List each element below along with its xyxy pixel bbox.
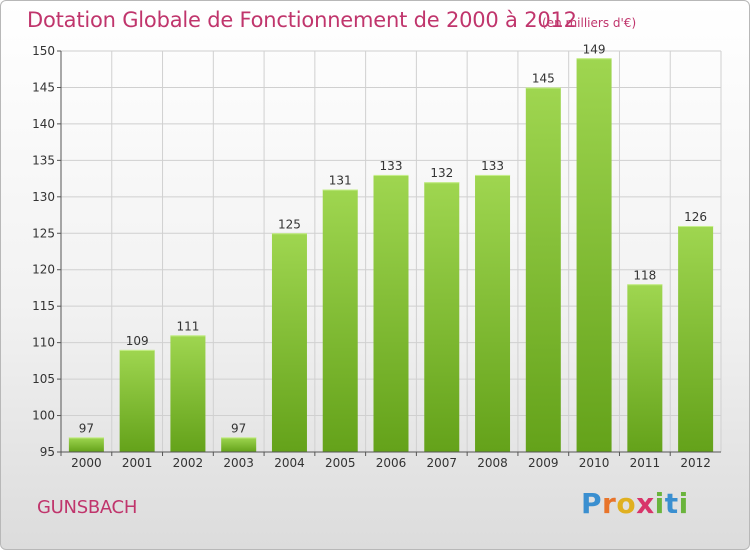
bar-2006 [373, 174, 409, 453]
bar-2008 [475, 174, 511, 453]
bar-2009 [525, 87, 561, 453]
y-tick-label: 105 [32, 372, 55, 386]
bar-2003 [221, 437, 257, 452]
y-tick-label: 125 [32, 226, 55, 240]
y-tick-label: 115 [32, 299, 55, 313]
x-tick-label: 2004 [274, 456, 305, 470]
data-label: 125 [278, 217, 301, 231]
x-tick-label: 2009 [528, 456, 559, 470]
x-tick-label: 2007 [426, 456, 457, 470]
x-tick-label: 2003 [223, 456, 254, 470]
city-name: GUNSBACH [37, 497, 138, 518]
data-label: 132 [430, 166, 453, 180]
x-tick-label: 2005 [325, 456, 356, 470]
data-label: 111 [176, 319, 199, 333]
bar-2005 [322, 189, 358, 452]
data-label: 118 [633, 268, 656, 282]
data-label: 97 [231, 421, 246, 435]
chart-subtitle: (en milliers d'€) [542, 16, 637, 30]
x-tick-label: 2002 [173, 456, 204, 470]
y-tick-label: 140 [32, 117, 55, 131]
axes: 95 100 105 110 115 120 125 130 135 140 145 150 2000 2… [32, 44, 721, 470]
data-label: 133 [380, 159, 403, 173]
data-label: 126 [684, 210, 707, 224]
chart-title: Dotation Globale de Fonctionnement de 20… [27, 8, 577, 32]
y-tick-label: 135 [32, 153, 55, 167]
y-tick-label: 110 [32, 336, 55, 350]
bar-2010 [576, 58, 612, 453]
data-label: 149 [583, 42, 606, 56]
x-tick-label: 2001 [122, 456, 153, 470]
data-label: 131 [329, 174, 352, 188]
bar-2000 [68, 437, 104, 452]
y-tick-label: 100 [32, 409, 55, 423]
bar-2007 [424, 182, 460, 452]
data-label: 109 [126, 334, 149, 348]
x-tick-label: 2008 [477, 456, 508, 470]
y-tick-label: 130 [32, 190, 55, 204]
bar-2012 [678, 225, 714, 452]
x-tick-label: 2006 [376, 456, 407, 470]
bar-2004 [271, 233, 307, 452]
bar-2002 [170, 335, 206, 452]
y-tick-label: 150 [32, 44, 55, 58]
x-tick-label: 2010 [579, 456, 610, 470]
x-tick-label: 2012 [680, 456, 711, 470]
y-tick-label: 145 [32, 80, 55, 94]
y-tick-label: 120 [32, 263, 55, 277]
x-tick-label: 2011 [630, 456, 661, 470]
bar-2001 [119, 349, 155, 452]
bar-2011 [627, 284, 663, 452]
bars: 97 109 111 97 125 131 133 132 133 145 149 118 126 [68, 42, 714, 453]
data-label: 145 [532, 71, 555, 85]
data-label: 133 [481, 159, 504, 173]
x-tick-label: 2000 [71, 456, 102, 470]
proxiti-logo: Proxiti [581, 487, 689, 520]
data-label: 97 [79, 421, 94, 435]
y-tick-label: 95 [40, 445, 55, 459]
